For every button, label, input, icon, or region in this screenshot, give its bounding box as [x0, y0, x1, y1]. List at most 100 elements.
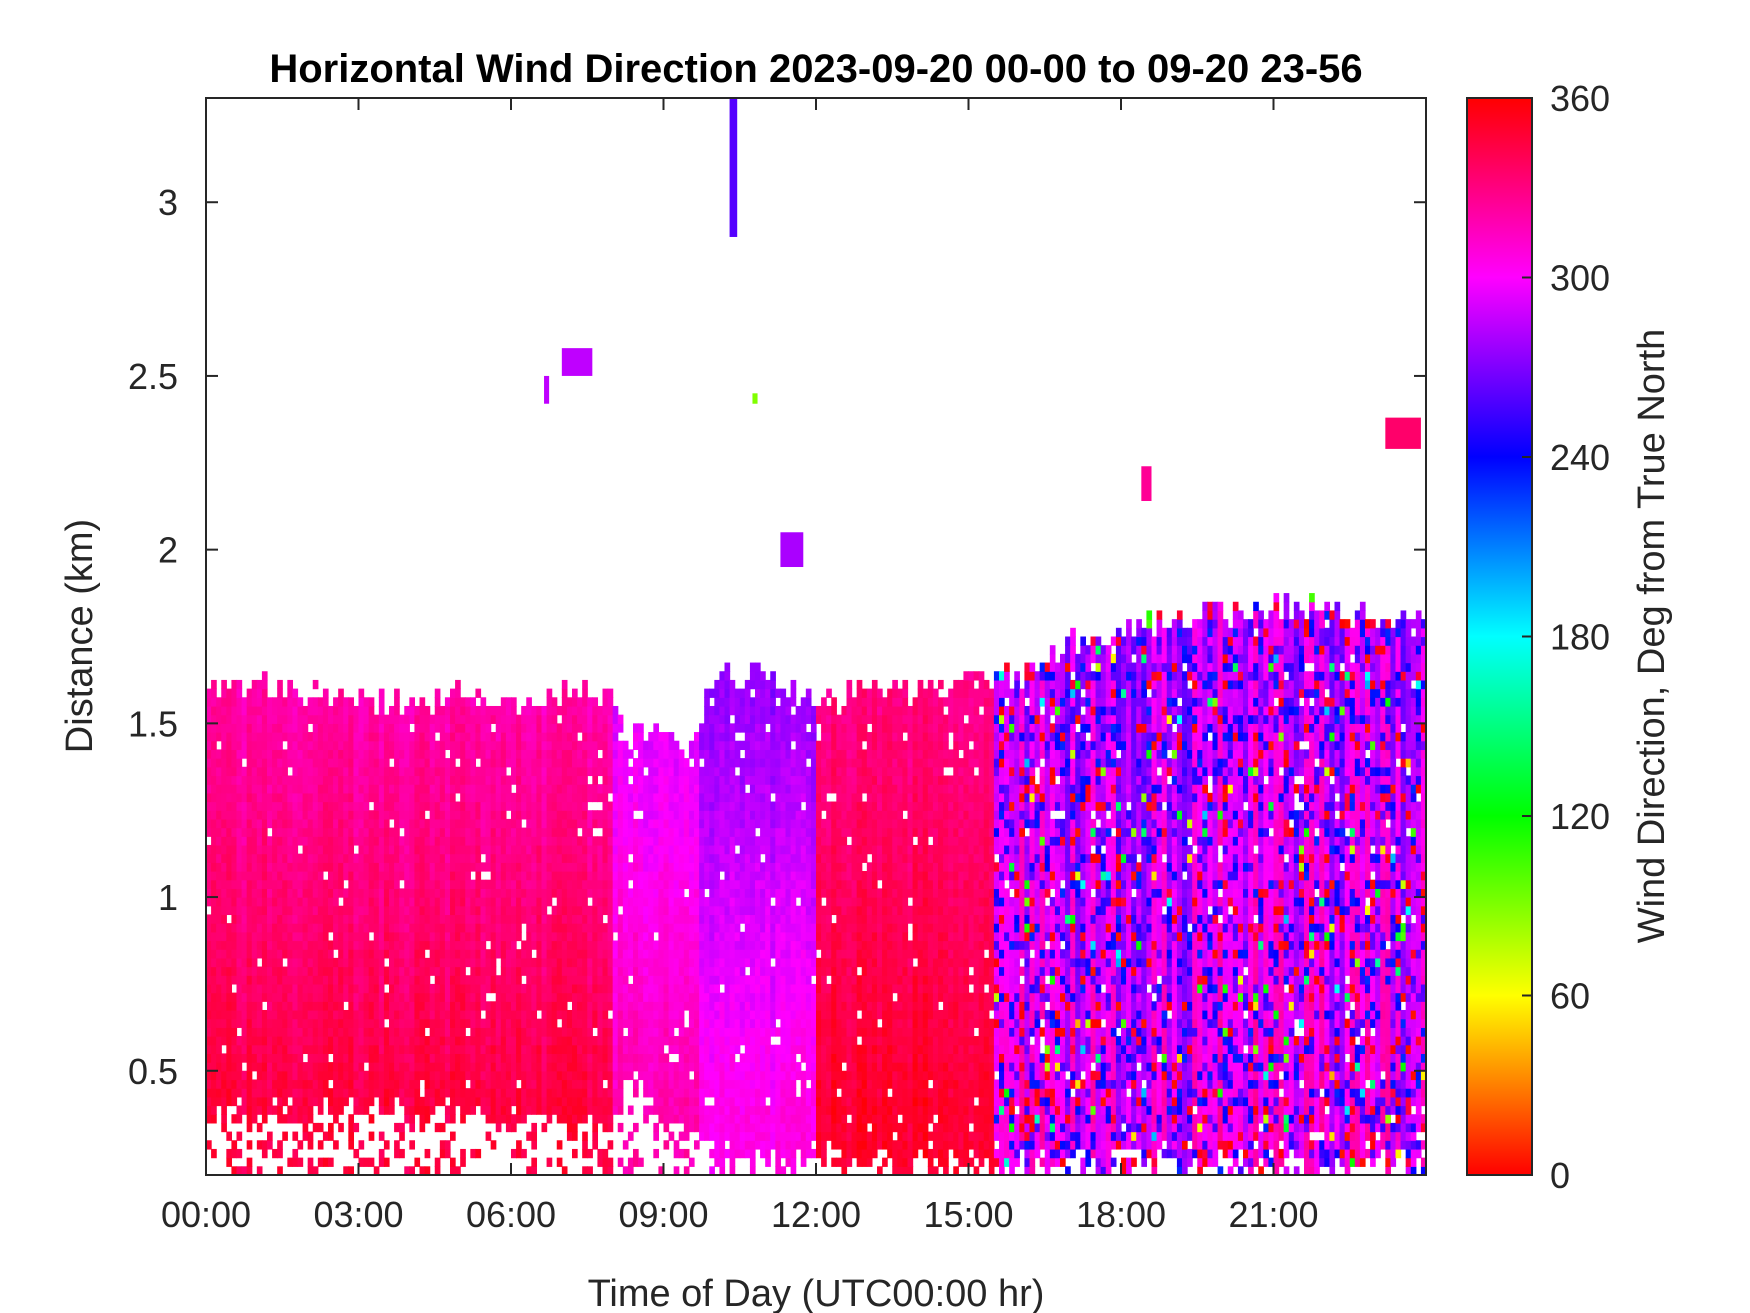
heatmap-cell	[572, 853, 578, 863]
heatmap-cell	[383, 1062, 390, 1072]
heatmap-cell	[368, 723, 375, 733]
heatmap-cell	[505, 775, 512, 785]
heatmap-cell	[505, 983, 512, 994]
heatmap-cell	[683, 957, 690, 968]
heatmap-cell	[475, 1001, 482, 1011]
heatmap-cell	[343, 801, 349, 811]
heatmap-cell	[643, 1009, 649, 1020]
heatmap-cell	[724, 853, 731, 863]
heatmap-cell	[297, 931, 304, 942]
heatmap-cell	[673, 1018, 680, 1028]
heatmap-cell	[251, 923, 258, 933]
heatmap-cell	[322, 1036, 329, 1046]
heatmap-cell	[231, 897, 238, 907]
heatmap-cell	[546, 966, 553, 976]
heatmap-cell	[246, 931, 253, 942]
heatmap-cell	[404, 766, 410, 777]
heatmap-cell	[312, 1079, 319, 1089]
heatmap-cell	[648, 818, 654, 829]
heatmap-cell	[475, 992, 482, 1002]
heatmap-cell	[267, 740, 273, 751]
heatmap-cell	[668, 740, 675, 751]
heatmap-cell	[404, 853, 410, 863]
heatmap-cell	[389, 714, 395, 724]
heatmap-cell	[485, 775, 492, 785]
heatmap-cell	[282, 1062, 288, 1072]
heatmap-cell	[709, 966, 715, 976]
heatmap-cell	[643, 1018, 649, 1028]
heatmap-cell	[394, 714, 400, 724]
heatmap-cell	[272, 931, 278, 942]
heatmap-cell	[592, 818, 599, 829]
heatmap-cell	[566, 1070, 573, 1081]
heatmap-cell	[592, 923, 599, 933]
heatmap-cell	[409, 897, 416, 907]
heatmap-cell	[638, 732, 644, 742]
heatmap-cell	[653, 1053, 660, 1063]
heatmap-cell	[221, 844, 227, 855]
heatmap-cell	[526, 1088, 532, 1098]
heatmap-cell	[607, 923, 614, 933]
heatmap-cell	[241, 705, 248, 716]
heatmap-cell	[602, 697, 609, 707]
heatmap-cell	[287, 940, 294, 950]
heatmap-cell	[206, 983, 212, 994]
heatmap-cell	[444, 732, 451, 742]
heatmap-cell	[328, 862, 334, 872]
heatmap-cell	[404, 1070, 410, 1081]
heatmap-cell	[267, 957, 273, 968]
heatmap-cell	[678, 957, 685, 968]
heatmap-cell	[505, 949, 512, 959]
heatmap-cell	[261, 1018, 268, 1028]
heatmap-cell	[231, 827, 238, 837]
heatmap-cell	[231, 792, 238, 803]
heatmap-cell	[688, 766, 695, 777]
heatmap-cell	[485, 983, 492, 994]
heatmap-cell	[277, 1070, 283, 1081]
heatmap-cell	[683, 1027, 690, 1037]
heatmap-cell	[241, 853, 248, 863]
heatmap-cell	[444, 723, 451, 733]
heatmap-cell	[546, 818, 553, 829]
heatmap-cell	[328, 1096, 334, 1107]
heatmap-cell	[333, 801, 339, 811]
heatmap-cell	[419, 992, 426, 1002]
heatmap-cell	[378, 1001, 385, 1011]
heatmap-cell	[434, 905, 441, 916]
heatmap-cell	[531, 818, 538, 829]
heatmap-cell	[561, 879, 568, 889]
heatmap-cell	[358, 775, 365, 785]
heatmap-cell	[694, 897, 700, 907]
heatmap-cell	[663, 1018, 670, 1028]
heatmap-cell	[272, 749, 278, 759]
heatmap-cell	[521, 949, 527, 959]
heatmap-cell	[353, 758, 360, 768]
heatmap-cell	[444, 766, 451, 777]
heatmap-cell	[338, 1122, 344, 1133]
heatmap-cell	[572, 714, 578, 724]
heatmap-cell	[587, 1027, 593, 1037]
heatmap-cell	[511, 1062, 517, 1072]
heatmap-cell	[505, 714, 512, 724]
heatmap-cell	[541, 1079, 548, 1089]
heatmap-cell	[389, 879, 395, 889]
heatmap-cell	[378, 1079, 385, 1089]
heatmap-cell	[521, 905, 527, 916]
heatmap-cell	[348, 879, 355, 889]
heatmap-cell	[444, 957, 451, 968]
heatmap-cell	[556, 931, 563, 942]
heatmap-cell	[414, 801, 421, 811]
heatmap-cell	[261, 844, 268, 855]
heatmap-cell	[272, 1053, 278, 1063]
heatmap-cell	[592, 705, 599, 716]
heatmap-cell	[394, 827, 400, 837]
heatmap-cell	[724, 836, 731, 846]
heatmap-cell	[358, 966, 365, 976]
heatmap-cell	[383, 1001, 390, 1011]
heatmap-cell	[221, 758, 227, 768]
heatmap-cell	[267, 966, 273, 976]
heatmap-cell	[622, 897, 629, 907]
heatmap-cell	[434, 914, 441, 924]
heatmap-cell	[343, 1018, 349, 1028]
heatmap-cell	[505, 931, 512, 942]
